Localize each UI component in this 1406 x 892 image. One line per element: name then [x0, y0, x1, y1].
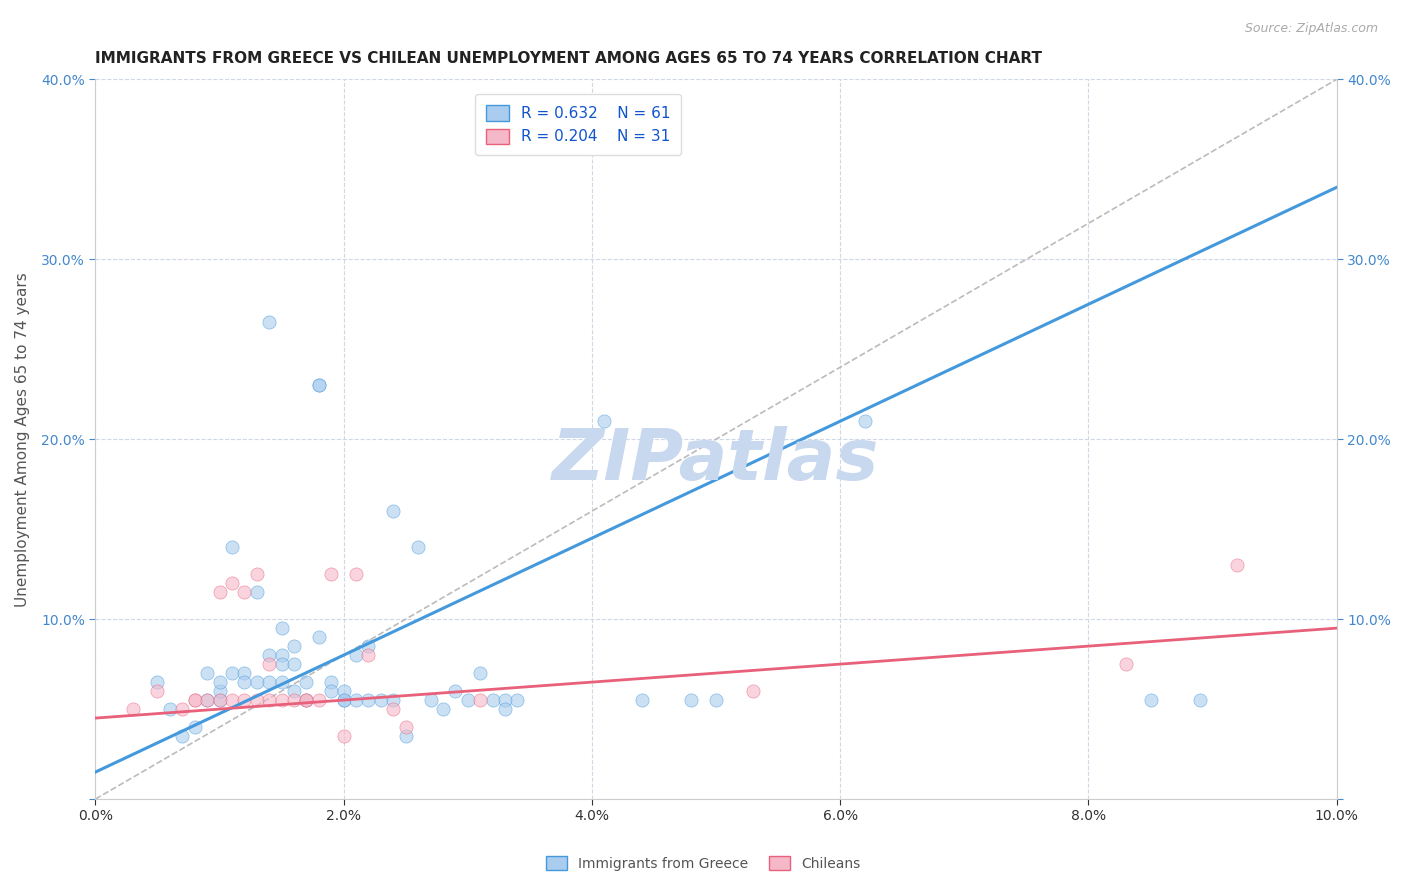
Point: [233, 666, 256, 681]
Point: [506, 693, 529, 707]
Point: [195, 693, 218, 707]
Text: IMMIGRANTS FROM GREECE VS CHILEAN UNEMPLOYMENT AMONG AGES 65 TO 74 YEARS CORRELA: IMMIGRANTS FROM GREECE VS CHILEAN UNEMPL…: [96, 51, 1042, 66]
Point: [344, 693, 367, 707]
Point: [233, 585, 256, 599]
Point: [246, 693, 269, 707]
Point: [382, 504, 405, 518]
Point: [283, 639, 305, 653]
Point: [257, 693, 280, 707]
Point: [593, 414, 616, 428]
Point: [195, 693, 218, 707]
Point: [270, 621, 292, 635]
Point: [110, 37, 132, 51]
Point: [295, 693, 318, 707]
Point: [444, 684, 467, 698]
Point: [195, 666, 218, 681]
Point: [270, 675, 292, 690]
Point: [630, 693, 652, 707]
Point: [321, 567, 343, 582]
Point: [295, 693, 318, 707]
Point: [233, 675, 256, 690]
Point: [357, 648, 380, 662]
Point: [121, 702, 143, 716]
Point: [183, 693, 205, 707]
Point: [470, 666, 492, 681]
Point: [295, 693, 318, 707]
Point: [172, 729, 194, 743]
Point: [432, 702, 454, 716]
Point: [1226, 558, 1249, 573]
Point: [357, 639, 380, 653]
Point: [257, 675, 280, 690]
Point: [283, 684, 305, 698]
Point: [308, 378, 330, 392]
Point: [1139, 693, 1161, 707]
Point: [704, 693, 727, 707]
Point: [246, 567, 269, 582]
Point: [494, 693, 516, 707]
Point: [370, 693, 392, 707]
Point: [208, 585, 231, 599]
Point: [146, 684, 169, 698]
Point: [270, 648, 292, 662]
Y-axis label: Unemployment Among Ages 65 to 74 years: Unemployment Among Ages 65 to 74 years: [15, 272, 30, 607]
Point: [321, 684, 343, 698]
Point: [308, 693, 330, 707]
Point: [494, 702, 516, 716]
Point: [419, 693, 441, 707]
Point: [183, 693, 205, 707]
Point: [344, 567, 367, 582]
Legend: R = 0.632    N = 61, R = 0.204    N = 31: R = 0.632 N = 61, R = 0.204 N = 31: [475, 95, 682, 155]
Point: [382, 693, 405, 707]
Point: [208, 693, 231, 707]
Point: [382, 702, 405, 716]
Point: [481, 693, 503, 707]
Point: [246, 585, 269, 599]
Point: [221, 693, 243, 707]
Text: ZIPatlas: ZIPatlas: [553, 426, 880, 495]
Point: [1189, 693, 1212, 707]
Point: [853, 414, 876, 428]
Point: [332, 729, 354, 743]
Point: [1115, 657, 1137, 672]
Point: [308, 378, 330, 392]
Point: [321, 675, 343, 690]
Point: [457, 693, 479, 707]
Point: [221, 540, 243, 554]
Point: [221, 666, 243, 681]
Point: [221, 576, 243, 591]
Point: [395, 720, 418, 734]
Point: [470, 693, 492, 707]
Point: [308, 630, 330, 644]
Point: [332, 684, 354, 698]
Point: [344, 648, 367, 662]
Point: [208, 693, 231, 707]
Point: [295, 675, 318, 690]
Point: [146, 675, 169, 690]
Point: [257, 648, 280, 662]
Point: [159, 702, 181, 716]
Point: [681, 693, 703, 707]
Point: [332, 693, 354, 707]
Point: [208, 684, 231, 698]
Point: [283, 657, 305, 672]
Point: [395, 729, 418, 743]
Point: [357, 693, 380, 707]
Point: [742, 684, 765, 698]
Point: [283, 693, 305, 707]
Point: [270, 657, 292, 672]
Point: [406, 540, 429, 554]
Point: [246, 675, 269, 690]
Point: [257, 315, 280, 329]
Point: [332, 693, 354, 707]
Point: [183, 720, 205, 734]
Point: [233, 693, 256, 707]
Point: [172, 702, 194, 716]
Point: [257, 657, 280, 672]
Legend: Immigrants from Greece, Chileans: Immigrants from Greece, Chileans: [540, 850, 866, 876]
Text: Source: ZipAtlas.com: Source: ZipAtlas.com: [1244, 22, 1378, 36]
Point: [208, 675, 231, 690]
Point: [270, 693, 292, 707]
